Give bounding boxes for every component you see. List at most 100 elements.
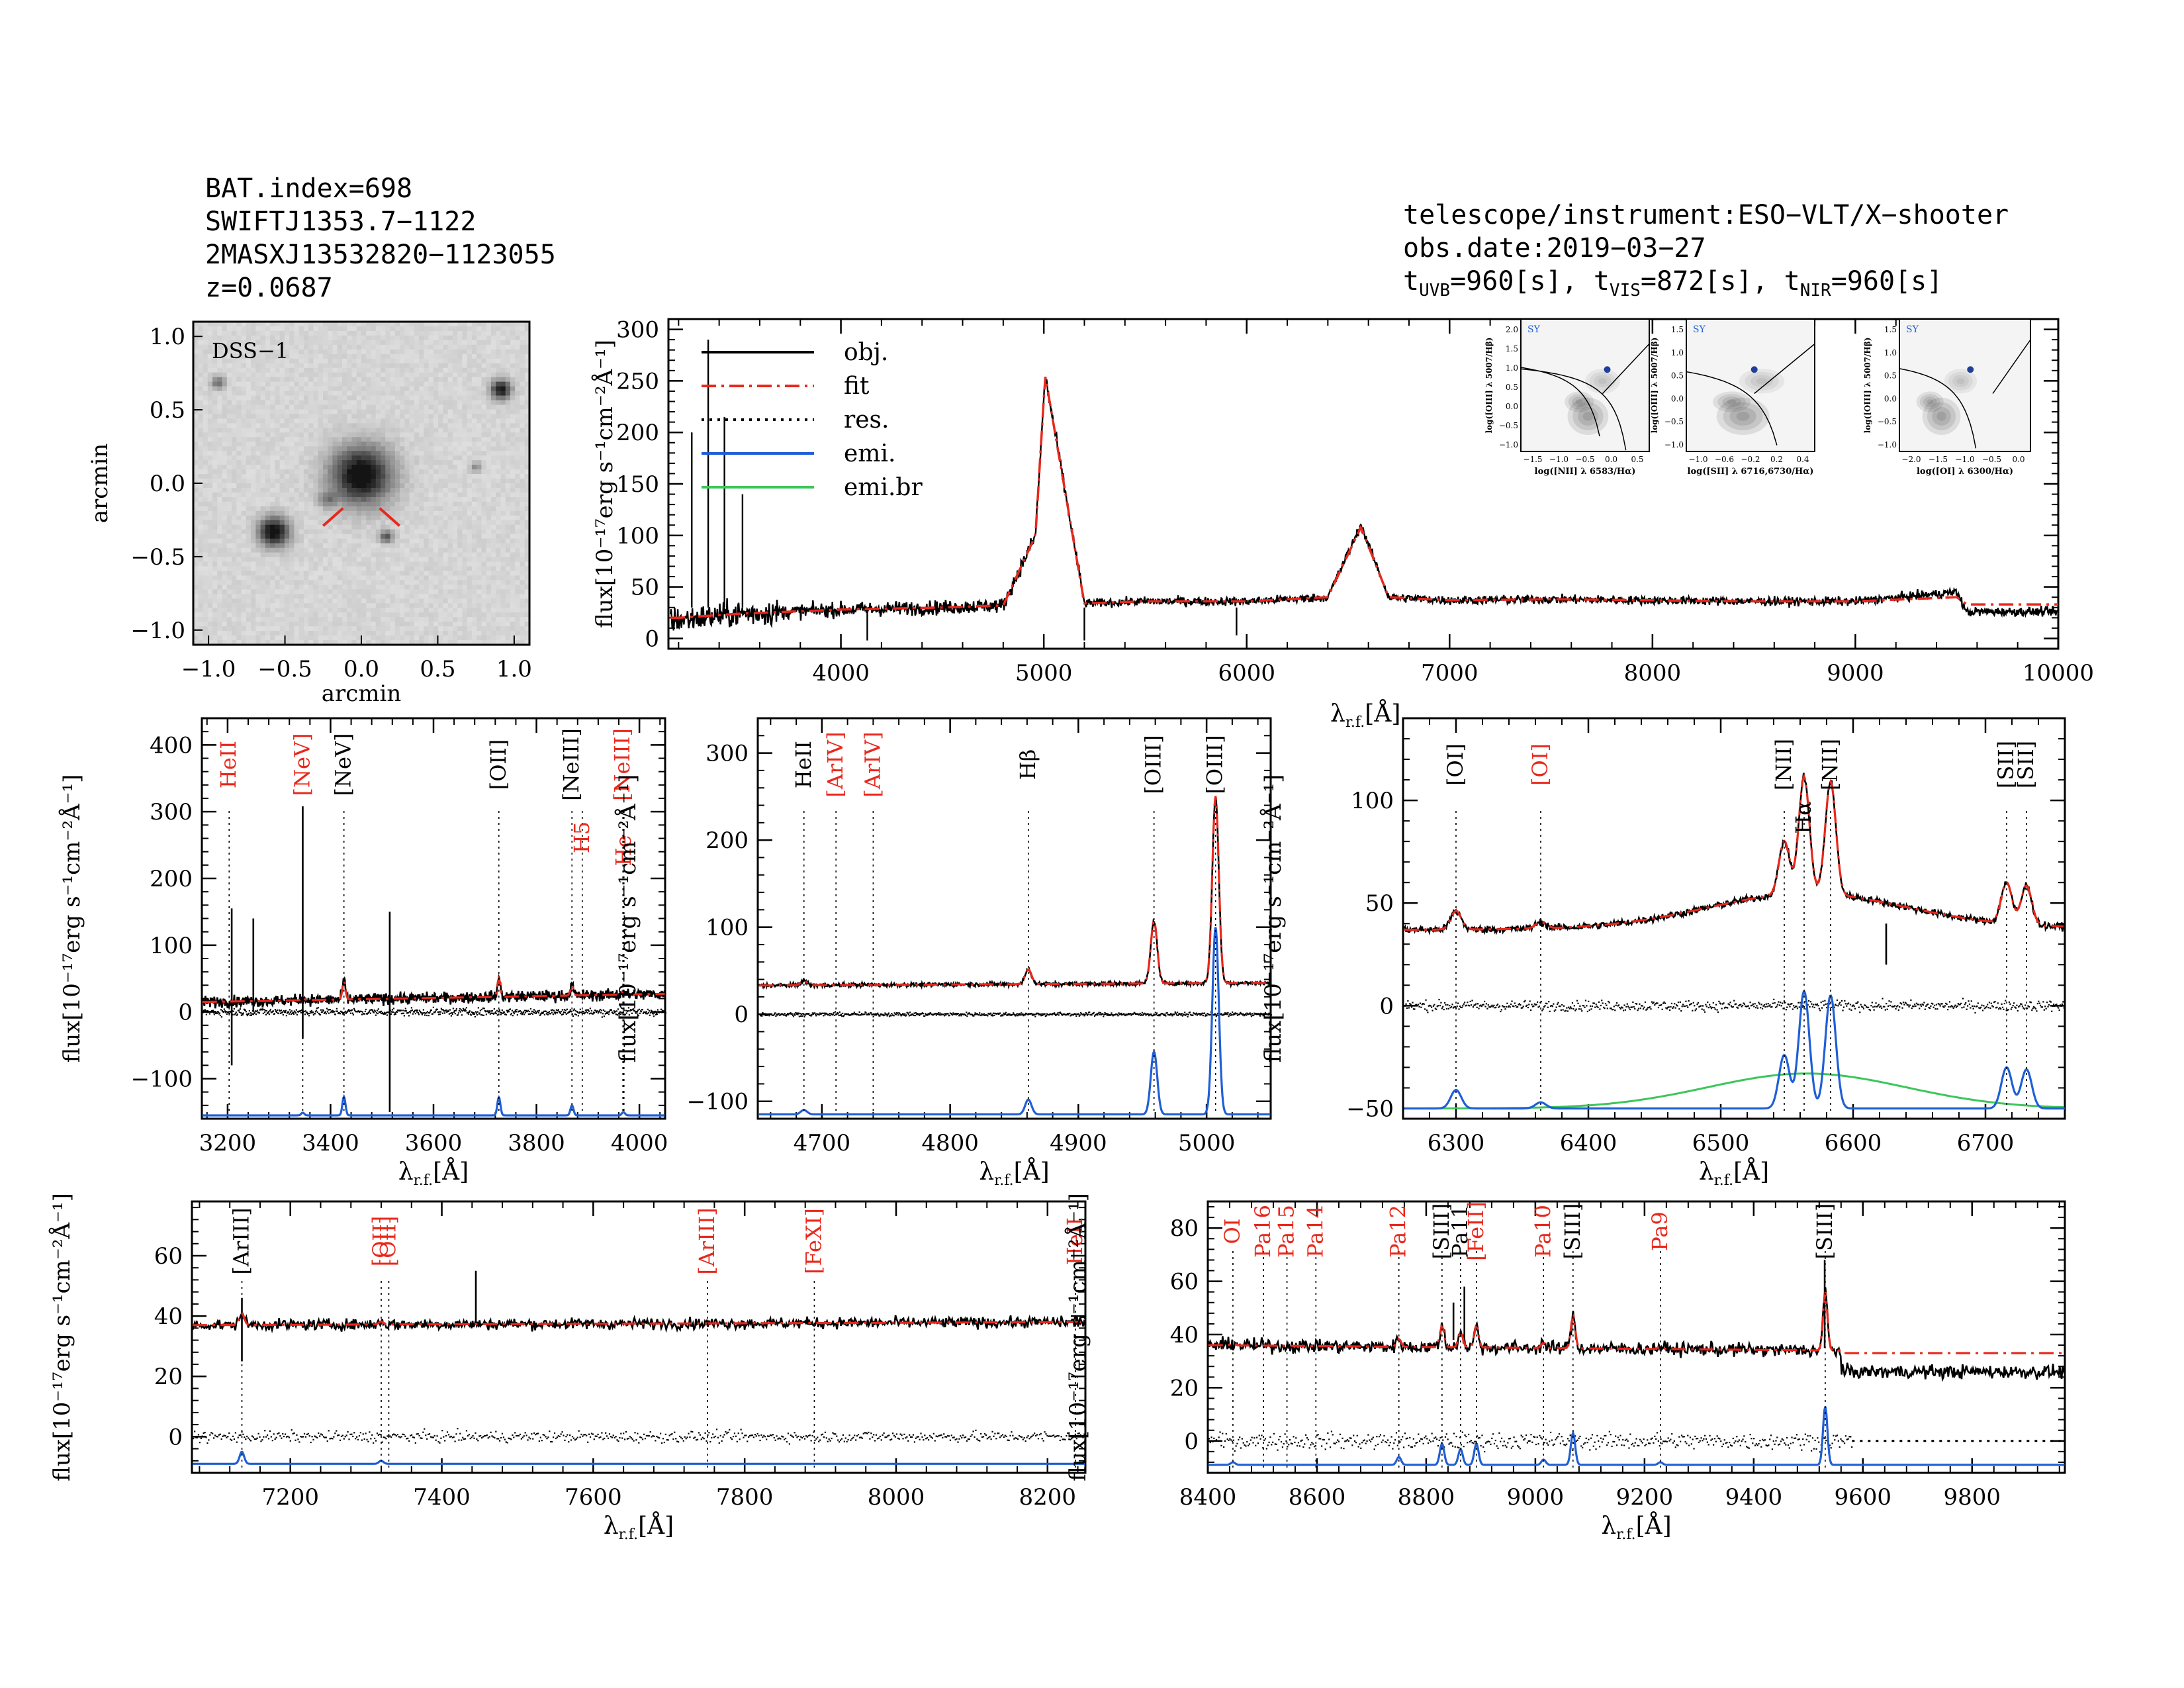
pixel xyxy=(510,492,516,498)
pixel xyxy=(265,377,271,383)
pixel xyxy=(366,465,372,470)
pixel xyxy=(433,414,439,419)
pixel xyxy=(313,552,319,558)
pixel xyxy=(332,492,338,498)
pixel xyxy=(332,622,338,627)
pixel xyxy=(462,622,468,627)
pixel xyxy=(510,409,516,415)
pixel xyxy=(419,414,424,419)
t-uvb: 960[s] xyxy=(1466,266,1562,297)
pixel xyxy=(447,381,453,387)
pixel xyxy=(328,469,334,475)
pixel xyxy=(251,487,256,493)
pixel xyxy=(260,580,266,585)
pixel xyxy=(400,640,405,645)
pixel xyxy=(385,626,391,632)
pixel xyxy=(222,428,228,433)
pixel xyxy=(496,446,502,451)
pixel xyxy=(481,557,487,563)
pixel xyxy=(298,460,304,465)
instrument: telescope/instrument:ESO−VLT/X−shooter xyxy=(1403,200,2009,230)
pixel xyxy=(394,386,400,392)
pixel xyxy=(232,460,237,465)
pixel xyxy=(318,469,324,475)
pixel xyxy=(207,640,213,645)
pixel xyxy=(433,589,439,594)
pixel xyxy=(520,626,525,632)
pixel xyxy=(255,524,261,530)
pixel xyxy=(328,561,334,567)
pixel xyxy=(222,608,228,613)
pixel xyxy=(198,344,204,350)
pixel xyxy=(457,571,463,577)
pixel xyxy=(438,409,443,415)
pixel xyxy=(400,571,405,577)
pixel xyxy=(198,603,204,608)
pixel xyxy=(212,455,218,461)
pixel xyxy=(477,622,482,627)
pixel xyxy=(496,358,502,364)
pixel xyxy=(241,594,247,599)
pixel xyxy=(222,330,228,336)
pixel xyxy=(270,510,275,516)
pixel xyxy=(394,626,400,632)
pixel xyxy=(419,391,424,397)
pixel xyxy=(303,428,309,433)
pixel xyxy=(303,353,309,359)
pixel xyxy=(409,635,415,641)
pixel xyxy=(275,432,281,438)
pixel xyxy=(524,442,530,447)
pixel xyxy=(481,344,487,350)
pixel xyxy=(419,589,424,594)
pixel xyxy=(298,496,304,502)
pixel xyxy=(486,367,492,373)
pixel xyxy=(486,322,492,327)
pixel xyxy=(457,377,463,383)
pixel xyxy=(260,344,266,350)
pixel xyxy=(284,418,290,424)
pixel xyxy=(490,571,496,577)
pixel xyxy=(294,552,300,558)
pixel xyxy=(284,395,290,401)
pixel xyxy=(275,501,281,507)
pixel xyxy=(371,529,377,535)
pixel xyxy=(419,395,424,401)
pixel xyxy=(505,506,511,512)
pixel xyxy=(438,372,443,378)
pixel xyxy=(337,322,343,327)
pixel xyxy=(366,612,372,618)
pixel xyxy=(452,381,458,387)
pixel xyxy=(524,400,530,406)
pixel xyxy=(462,395,468,401)
pixel xyxy=(505,543,511,549)
pixel xyxy=(332,358,338,364)
pixel xyxy=(260,510,266,516)
pixel xyxy=(207,571,213,577)
pixel xyxy=(356,487,362,493)
pixel xyxy=(207,474,213,479)
pixel xyxy=(409,428,415,433)
pixel xyxy=(356,608,362,613)
pixel xyxy=(361,437,367,442)
pixel xyxy=(424,631,430,636)
pixel xyxy=(294,496,300,502)
pixel xyxy=(414,547,420,553)
pixel xyxy=(265,358,271,364)
pixel xyxy=(515,547,521,553)
pixel xyxy=(298,534,304,539)
pixel xyxy=(217,487,223,493)
pixel xyxy=(318,594,324,599)
pixel xyxy=(447,524,453,530)
pixel xyxy=(452,377,458,383)
pixel xyxy=(467,386,473,392)
pixel xyxy=(438,529,443,535)
pixel xyxy=(390,372,396,378)
pixel xyxy=(366,367,372,373)
pixel xyxy=(207,557,213,563)
pixel xyxy=(462,640,468,645)
pixel xyxy=(207,358,213,364)
pixel xyxy=(298,612,304,618)
pixel xyxy=(443,589,449,594)
pixel xyxy=(251,538,256,544)
pixel xyxy=(303,460,309,465)
